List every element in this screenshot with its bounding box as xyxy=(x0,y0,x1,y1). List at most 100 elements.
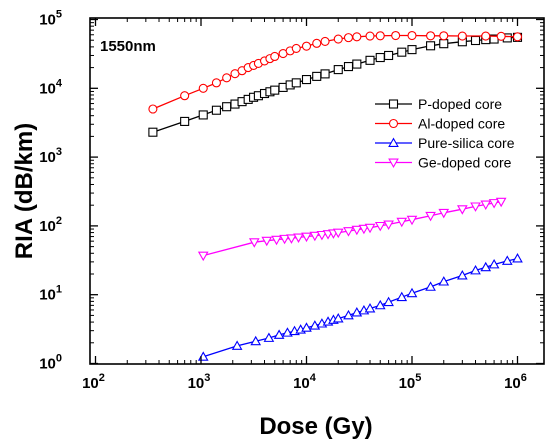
data-point xyxy=(407,45,417,55)
data-point xyxy=(343,33,354,43)
data-point xyxy=(333,65,343,75)
x-tick-label-exponent: 4 xyxy=(310,372,317,384)
x-tick-label-exponent: 6 xyxy=(521,372,527,384)
legend-item: Pure-silica core xyxy=(375,135,515,151)
data-point xyxy=(301,322,312,332)
data-point xyxy=(309,231,321,242)
data-point xyxy=(270,85,280,95)
data-point xyxy=(291,43,301,53)
data-point xyxy=(291,78,301,88)
data-point xyxy=(231,340,243,350)
x-tick-label-base: 10 xyxy=(504,375,521,392)
data-point xyxy=(365,31,375,41)
data-point xyxy=(343,227,354,237)
data-point xyxy=(480,261,492,272)
x-tick-label: 105 xyxy=(399,372,422,392)
data-point xyxy=(375,52,385,63)
data-point xyxy=(312,71,322,81)
data-point xyxy=(211,105,221,115)
y-tick-label: 101 xyxy=(39,284,62,304)
data-point xyxy=(312,38,322,48)
y-tick-label-exponent: 2 xyxy=(56,215,62,227)
data-point xyxy=(180,116,190,126)
legend-label: P-doped core xyxy=(418,96,502,112)
data-point xyxy=(352,32,362,42)
data-point xyxy=(470,202,481,212)
y-tick-label-exponent: 0 xyxy=(56,353,62,365)
data-point xyxy=(512,253,523,263)
series-line xyxy=(203,201,502,257)
data-point xyxy=(332,313,344,323)
data-point xyxy=(407,30,417,41)
data-layer xyxy=(148,30,523,361)
data-point xyxy=(439,31,449,41)
data-point xyxy=(148,104,158,114)
data-point xyxy=(496,31,506,41)
y-tick-label-base: 10 xyxy=(39,287,56,304)
data-point xyxy=(365,55,375,65)
y-tick-label-exponent: 5 xyxy=(56,9,62,21)
legend-marker xyxy=(388,118,399,129)
y-tick-label-exponent: 4 xyxy=(56,77,63,89)
y-tick-label-base: 10 xyxy=(39,218,56,235)
data-point xyxy=(248,238,260,248)
data-point xyxy=(279,234,290,245)
data-point xyxy=(352,59,362,69)
data-point xyxy=(501,255,513,265)
data-point xyxy=(273,329,285,339)
data-point xyxy=(384,50,394,61)
data-point xyxy=(439,39,449,49)
data-point xyxy=(397,47,407,57)
data-point xyxy=(198,110,208,120)
y-tick-label: 105 xyxy=(39,9,62,29)
data-point xyxy=(438,276,450,286)
y-tick-label-base: 10 xyxy=(39,356,56,373)
plot-frame xyxy=(89,17,545,365)
data-point xyxy=(333,34,343,44)
data-point xyxy=(456,270,468,280)
data-point xyxy=(456,205,468,215)
legend-marker xyxy=(388,158,399,169)
data-point xyxy=(396,217,408,228)
y-tick-label-base: 10 xyxy=(39,80,56,97)
data-point xyxy=(406,215,418,226)
data-point xyxy=(343,62,354,72)
x-tick-label-base: 10 xyxy=(188,375,205,392)
legend-marker xyxy=(388,99,399,109)
x-tick-label: 102 xyxy=(82,372,105,392)
series-al-doped-core xyxy=(148,30,523,114)
data-point xyxy=(480,200,492,210)
y-tick-label: 104 xyxy=(39,77,63,97)
x-tick-label: 104 xyxy=(293,372,317,392)
y-tick-label: 100 xyxy=(39,353,62,373)
y-tick-label-base: 10 xyxy=(39,149,56,166)
data-point xyxy=(391,30,401,41)
data-point xyxy=(301,41,312,51)
data-point xyxy=(316,230,328,241)
data-point xyxy=(438,208,450,219)
x-tick-label-base: 10 xyxy=(399,375,416,392)
series-p-doped-core xyxy=(148,32,523,137)
data-point xyxy=(426,31,436,41)
data-point xyxy=(197,251,209,262)
data-point xyxy=(470,35,481,46)
legend: P-doped core Al-doped core Pure-silica cor… xyxy=(375,96,515,171)
x-axis-label: Dose (Gy) xyxy=(259,413,372,439)
data-point xyxy=(488,258,500,269)
x-tick-label: 103 xyxy=(188,372,211,392)
data-point xyxy=(383,220,394,230)
x-tick-label-base: 10 xyxy=(82,375,99,392)
series-ge-doped-core xyxy=(197,197,507,262)
y-tick-label-base: 10 xyxy=(39,12,56,29)
data-point xyxy=(374,221,386,232)
data-point xyxy=(457,31,467,41)
data-point xyxy=(406,287,418,298)
data-point xyxy=(320,36,330,46)
data-point xyxy=(301,75,312,85)
series-line xyxy=(203,257,518,358)
data-point xyxy=(512,32,523,42)
data-point xyxy=(488,199,500,209)
data-point xyxy=(425,281,436,291)
